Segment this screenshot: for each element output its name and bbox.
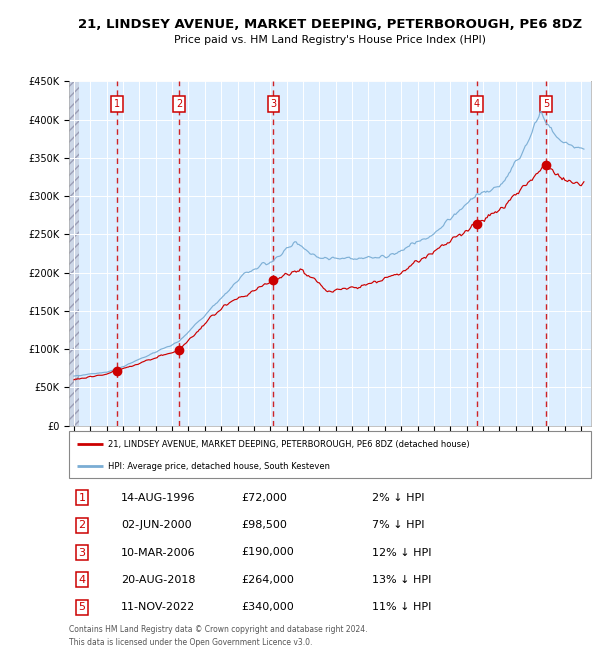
Text: HPI: Average price, detached house, South Kesteven: HPI: Average price, detached house, Sout… [108,462,330,471]
Text: 20-AUG-2018: 20-AUG-2018 [121,575,196,585]
Text: 4: 4 [79,575,86,585]
Text: 4: 4 [474,99,480,109]
Text: 2% ↓ HPI: 2% ↓ HPI [372,493,424,503]
FancyBboxPatch shape [69,431,591,478]
Text: 10-MAR-2006: 10-MAR-2006 [121,547,196,558]
Text: 21, LINDSEY AVENUE, MARKET DEEPING, PETERBOROUGH, PE6 8DZ: 21, LINDSEY AVENUE, MARKET DEEPING, PETE… [78,18,582,31]
Text: 2: 2 [176,99,182,109]
Text: £72,000: £72,000 [241,493,287,503]
Text: 11-NOV-2022: 11-NOV-2022 [121,602,196,612]
Text: £264,000: £264,000 [241,575,294,585]
Text: £190,000: £190,000 [241,547,294,558]
Text: £340,000: £340,000 [241,602,294,612]
Text: £98,500: £98,500 [241,520,287,530]
Text: 2: 2 [79,520,86,530]
Text: 13% ↓ HPI: 13% ↓ HPI [372,575,431,585]
Text: 3: 3 [79,547,86,558]
Text: 11% ↓ HPI: 11% ↓ HPI [372,602,431,612]
Text: 3: 3 [271,99,277,109]
Text: 5: 5 [79,602,86,612]
Text: 5: 5 [543,99,550,109]
Text: 7% ↓ HPI: 7% ↓ HPI [372,520,424,530]
Bar [69,81,79,426]
Text: 14-AUG-1996: 14-AUG-1996 [121,493,196,503]
Text: 21, LINDSEY AVENUE, MARKET DEEPING, PETERBOROUGH, PE6 8DZ (detached house): 21, LINDSEY AVENUE, MARKET DEEPING, PETE… [108,439,470,448]
Text: 1: 1 [79,493,86,503]
Text: 1: 1 [113,99,120,109]
Text: 12% ↓ HPI: 12% ↓ HPI [372,547,431,558]
Text: Contains HM Land Registry data © Crown copyright and database right 2024.
This d: Contains HM Land Registry data © Crown c… [69,625,367,647]
Text: 02-JUN-2000: 02-JUN-2000 [121,520,192,530]
Text: Price paid vs. HM Land Registry's House Price Index (HPI): Price paid vs. HM Land Registry's House … [174,35,486,46]
